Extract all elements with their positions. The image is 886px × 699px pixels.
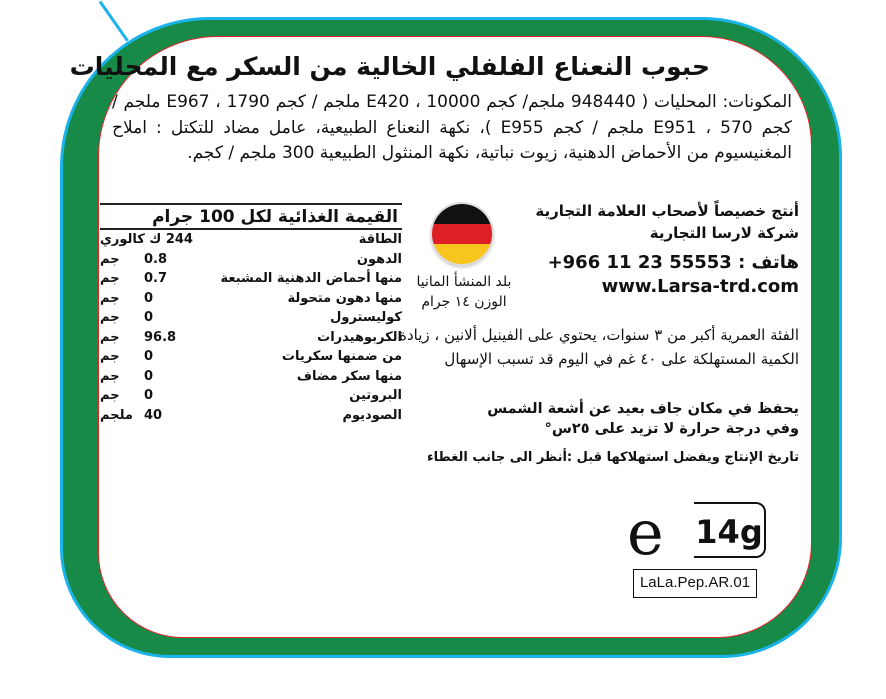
nutrition-row: الدهون 0.8 جم xyxy=(100,250,402,270)
product-title: حبوب النعناع الفلفلي الخالية من السكر مع… xyxy=(69,52,710,81)
nutrition-row: الصوديوم 40 ملجم xyxy=(100,406,402,426)
country-of-origin: بلد المنشأ المانيا xyxy=(416,274,512,290)
nutrient-unit: جم xyxy=(100,349,120,364)
nutrient-value: 0 xyxy=(144,368,154,384)
nutrient-label: منها دهون متحولة xyxy=(287,290,402,306)
nutrient-value: 0 xyxy=(144,310,154,325)
label-panel xyxy=(98,36,812,638)
nutrient-value: 244 ك كالوري xyxy=(100,232,193,247)
company-info: أنتج خصيصاً لأصحاب العلامة التجارية شركة… xyxy=(535,200,799,244)
nutrient-label: الصوديوم xyxy=(342,407,402,423)
nutrient-value: 96.8 xyxy=(144,329,177,345)
nutrition-row: منها دهون متحولة 0 جم xyxy=(100,289,402,309)
nutrient-value: 0 xyxy=(144,349,154,364)
nutrient-value: 0.7 xyxy=(144,271,168,286)
storage-instructions: يحفظ في مكان جاف بعيد عن أشعة الشمس وفي … xyxy=(487,399,799,439)
nutrient-unit: جم xyxy=(100,251,120,267)
estimated-e-mark-icon: e xyxy=(627,496,664,569)
nutrition-heading: القيمة الغذائية لكل 100 جرام xyxy=(100,203,402,230)
nutrient-value: 0 xyxy=(144,388,154,403)
origin-info: بلد المنشأ المانيا الوزن ١٤ جرام xyxy=(400,272,528,312)
nutrition-row: من ضمنها سكريات 0 جم xyxy=(100,347,402,367)
nutrient-label: الدهون xyxy=(356,251,402,267)
nutrition-table: القيمة الغذائية لكل 100 جرام الطاقة 244 … xyxy=(100,203,402,425)
website-link: www.Larsa-trd.com xyxy=(601,276,799,297)
nutrient-unit: جم xyxy=(100,388,120,403)
net-weight-badge: 14g xyxy=(694,502,766,558)
nutrient-label: من ضمنها سكريات xyxy=(281,349,402,364)
weight-text: الوزن ١٤ جرام xyxy=(421,294,507,310)
nutrition-row: كوليسترول 0 جم xyxy=(100,308,402,328)
nutrition-row-energy: الطاقة 244 ك كالوري xyxy=(100,230,402,250)
phone-number: هاتف : 55553 23 11 966+ xyxy=(547,252,799,273)
nutrient-value: 0.8 xyxy=(144,251,168,267)
nutrient-unit: ملجم xyxy=(100,407,133,423)
nutrition-row: الكربوهيدرات 96.8 جم xyxy=(100,328,402,348)
die-cut-line xyxy=(98,0,129,42)
nutrient-unit: جم xyxy=(100,329,120,345)
nutrient-label: الطاقة xyxy=(358,232,402,247)
nutrition-row: البروتين 0 جم xyxy=(100,386,402,406)
date-info: تاريخ الإنتاج ويفضل استهلاكها قبل :أنظر … xyxy=(427,450,799,465)
nutrition-row: منها سكر مضاف 0 جم xyxy=(100,367,402,387)
nutrient-label: البروتين xyxy=(349,388,402,403)
germany-flag-icon xyxy=(432,204,492,264)
nutrient-unit: جم xyxy=(100,310,120,325)
nutrient-label: منها سكر مضاف xyxy=(296,368,402,384)
warning-text: الفئة العمرية أكبر من ٣ سنوات، يحتوي على… xyxy=(399,326,799,368)
produced-for-text: أنتج خصيصاً لأصحاب العلامة التجارية xyxy=(535,202,799,220)
nutrient-label: منها أحماض الدهنية المشبعة xyxy=(220,271,402,286)
product-code: LaLa.Pep.AR.01 xyxy=(633,569,757,598)
nutrient-unit: جم xyxy=(100,290,120,306)
nutrient-unit: جم xyxy=(100,368,120,384)
company-name: شركة لارسا التجارية xyxy=(649,224,799,242)
nutrient-label: كوليسترول xyxy=(330,310,402,325)
nutrition-row: منها أحماض الدهنية المشبعة 0.7 جم xyxy=(100,269,402,289)
nutrient-label: الكربوهيدرات xyxy=(317,329,402,345)
nutrient-value: 0 xyxy=(144,290,154,306)
ingredients-text: المكونات: المحليات ( 948440 ملجم/ كجم E4… xyxy=(112,92,792,163)
nutrient-unit: جم xyxy=(100,271,120,286)
nutrient-value: 40 xyxy=(144,407,163,423)
storage-line-2: وفي درجة حرارة لا تزيد على ٢٥س° xyxy=(544,421,799,437)
storage-line-1: يحفظ في مكان جاف بعيد عن أشعة الشمس xyxy=(487,401,799,417)
